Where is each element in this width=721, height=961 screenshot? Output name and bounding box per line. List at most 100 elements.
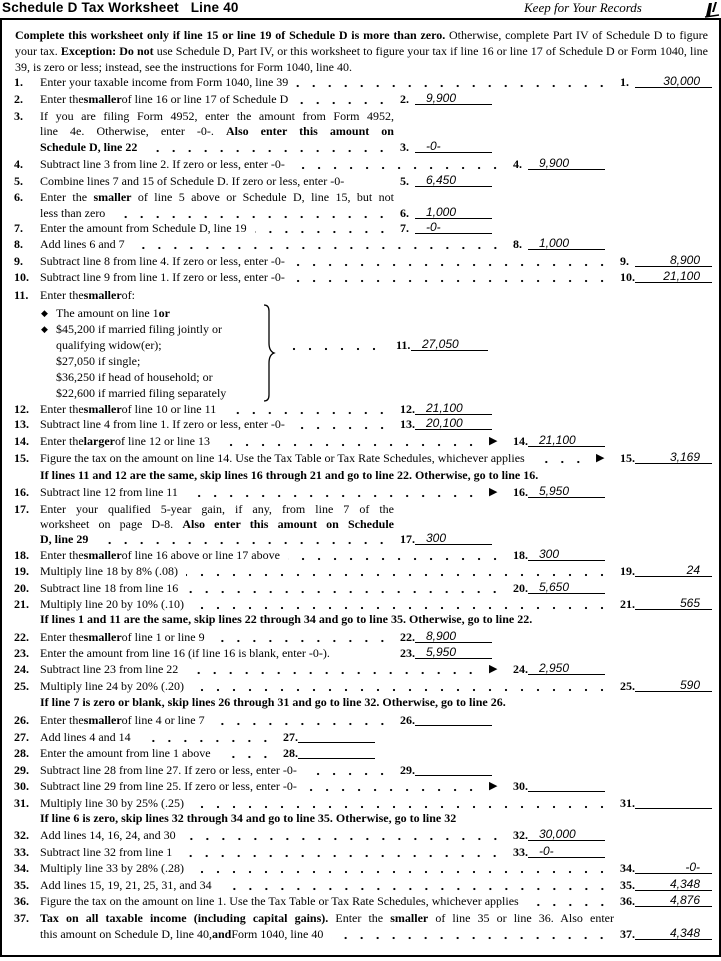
dot-leader [218,745,273,761]
answer-field-20[interactable]: 5,650 [528,580,605,594]
answer-field-11[interactable]: 27,050 [411,337,488,351]
answer-line-label: 5. [400,174,409,188]
answer-field-33[interactable]: -0- [528,844,605,858]
line-description: If you are filing Form 4952, enter the a… [40,108,394,124]
line-text: Subtract line 9 from line 1. If zero or … [40,270,285,284]
answer-field-8[interactable]: 1,000 [528,236,605,250]
line-number: 28. [14,746,29,760]
dot-leader [183,827,503,843]
dot-leader [186,563,610,579]
answer-field-31[interactable] [635,795,712,809]
line-number: 34. [14,861,29,875]
answer-line-label: 8. [513,237,522,251]
answer-field-3[interactable]: -0- [415,139,492,153]
answer-field-32[interactable]: 30,000 [528,827,605,841]
answer-field-22[interactable]: 8,900 [415,629,492,643]
line-description: Enter your taxable income from Form 1040… [40,74,614,90]
line-text: smaller [83,548,122,562]
answer-line-label: 21. [620,597,635,611]
skip-instruction: If line 7 is zero or blank, skip lines 2… [40,695,506,709]
line-description: Subtract line 3 from line 2. If zero or … [40,156,507,172]
line-text: smaller [93,190,132,204]
answer-line-label: 31. [620,796,635,810]
answer-field-16[interactable]: 5,950 [528,484,605,498]
answer-field-34[interactable]: -0- [635,860,712,874]
line-text: less than zero [40,206,106,220]
answer-field-14[interactable]: 21,100 [528,433,605,447]
bullet-text: $36,250 if head of household; or [56,369,213,385]
line-text: or [158,306,170,320]
answer-field-37[interactable]: 4,348 [635,926,712,940]
answer-field-23[interactable]: 5,950 [415,645,492,659]
answer-field-26[interactable] [415,712,492,726]
answer-line-label: 4. [513,157,522,171]
pencil-icon [703,0,721,18]
line-text: Tax on all taxable income (including cap… [40,911,329,925]
dot-leader [217,433,479,449]
line-text: Also enter this amount on Schedule [182,517,394,531]
line-text: Enter the [40,92,84,106]
answer-line-label: 29. [400,763,415,777]
answer-field-27[interactable] [298,729,375,743]
line-number: 35. [14,878,29,892]
answer-field-12[interactable]: 21,100 [415,401,492,415]
answer-field-36[interactable]: 4,876 [635,893,712,907]
answer-field-2[interactable]: 9,900 [415,91,492,105]
line-number: 27. [14,730,29,744]
line-text: smaller [83,92,122,106]
worksheet-title: Schedule D Tax Worksheet Line 40 [2,0,239,15]
line-description: Schedule D, line 22 [40,139,394,155]
line-text: smaller [83,713,122,727]
line-description: Subtract line 9 from line 1. If zero or … [40,269,614,285]
line-description: Multiply line 20 by 10% (.10) [40,596,614,612]
answer-field-15[interactable]: 3,169 [635,450,712,464]
skip-instruction: If lines 11 and 12 are the same, skip li… [40,468,539,482]
line-text: worksheet on page D-8. [40,517,183,531]
line-description: Add lines 15, 19, 21, 25, 31, and 34 [40,877,614,893]
line-number: 21. [14,597,29,611]
answer-field-9[interactable]: 8,900 [635,253,712,267]
dot-leader [292,253,610,269]
answer-field-4[interactable]: 9,900 [528,156,605,170]
line-description: Subtract line 23 from line 22 [40,661,483,677]
answer-field-5[interactable]: 6,450 [415,173,492,187]
dot-leader [185,484,479,500]
answer-line-label: 2. [400,92,409,106]
answer-field-28[interactable] [298,745,375,759]
line-text: qualifying widow(er); [56,338,162,352]
line-description: Subtract line 4 from line 1. If zero or … [40,416,394,432]
arrow-icon: ▶ [596,452,605,464]
line-text: Combine lines 7 and 15 of Schedule D. If… [40,174,345,188]
answer-field-10[interactable]: 21,100 [635,269,712,283]
answer-field-21[interactable]: 565 [635,596,712,610]
answer-field-18[interactable]: 300 [528,547,605,561]
answer-field-30[interactable] [528,778,605,792]
dot-leader [526,893,610,909]
line-number: 2. [14,92,23,106]
answer-field-17[interactable]: 300 [415,531,492,545]
line-description: Enter the amount from Schedule D, line 1… [40,220,394,236]
answer-field-25[interactable]: 590 [635,678,712,692]
dot-leader [292,156,503,172]
line-text: Subtract line 32 from line 1 [40,845,173,859]
dot-leader [296,91,390,107]
line-text: Subtract line 18 from line 16 [40,581,179,595]
answer-line-label: 23. [400,646,415,660]
answer-field-24[interactable]: 2,950 [528,661,605,675]
line-description: Subtract line 12 from line 11 [40,484,483,500]
answer-field-19[interactable]: 24 [635,563,712,577]
line-description: Subtract line 32 from line 1 [40,844,507,860]
answer-field-29[interactable] [415,762,492,776]
line-text: smaller [83,402,122,416]
answer-field-1[interactable]: 30,000 [635,74,712,88]
answer-field-6[interactable]: 1,000 [415,205,492,219]
line-text: Enter the amount from Schedule D, line 1… [40,221,247,235]
answer-field-13[interactable]: 20,100 [415,416,492,430]
line-text: Subtract line 23 from line 22 [40,662,179,676]
answer-field-35[interactable]: 4,348 [635,877,712,891]
line-text: of line 12 or line 13 [114,434,210,448]
answer-field-7[interactable]: -0- [415,220,492,234]
dot-leader [186,661,479,677]
line-number: 31. [14,796,29,810]
line-text: Subtract line 12 from line 11 [40,485,178,499]
